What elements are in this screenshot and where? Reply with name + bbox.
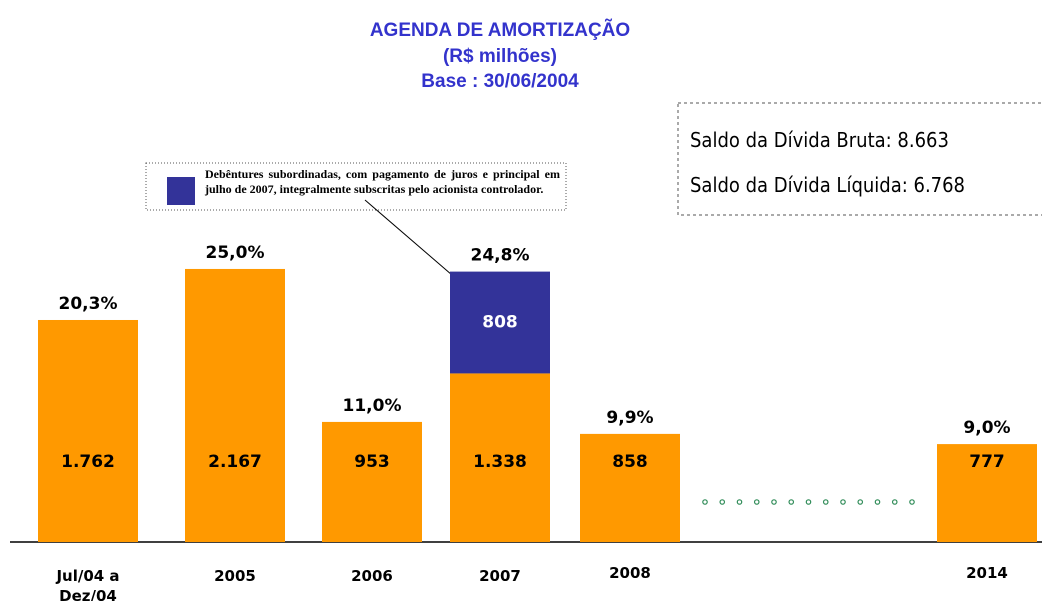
value-label: 777 bbox=[969, 452, 1005, 472]
x-tick-label: 2007 bbox=[479, 567, 521, 585]
x-tick-label: 2008 bbox=[609, 564, 651, 582]
value-label: 1.338 bbox=[473, 452, 527, 472]
share-label: 24,8% bbox=[471, 246, 530, 266]
dot bbox=[840, 499, 846, 505]
share-label: 20,3% bbox=[59, 294, 118, 314]
bar bbox=[450, 373, 550, 542]
value-label: 808 bbox=[482, 313, 518, 333]
chart-subtitle: (R$ milhões) bbox=[442, 46, 558, 67]
annotation: Saldo da Dívida Líquida: 6.768 bbox=[690, 173, 965, 197]
dot bbox=[771, 499, 777, 505]
x-tick-label: 2005 bbox=[214, 567, 256, 585]
dot bbox=[857, 499, 864, 505]
legend-box bbox=[145, 162, 567, 211]
share-label: 25,0% bbox=[206, 243, 265, 263]
bar bbox=[450, 271, 550, 374]
value-label: 953 bbox=[354, 452, 390, 472]
value-label: 1.762 bbox=[61, 452, 115, 472]
dot bbox=[822, 499, 829, 505]
info-box bbox=[677, 102, 1042, 216]
dot bbox=[805, 499, 812, 505]
dot bbox=[874, 499, 881, 505]
legend-swatch bbox=[167, 177, 195, 205]
bar bbox=[322, 421, 422, 542]
bar bbox=[38, 319, 138, 542]
value-label: 858 bbox=[612, 452, 648, 472]
gap-dots bbox=[702, 499, 915, 505]
dot bbox=[891, 499, 898, 505]
dot bbox=[702, 499, 708, 505]
legend-label: Debêntures subordinadas, com pagamento d… bbox=[205, 167, 560, 196]
value-label: 2.167 bbox=[208, 452, 262, 472]
bar bbox=[185, 268, 285, 542]
chart-title: AGENDA DE AMORTIZAÇÃO bbox=[369, 20, 631, 41]
dot bbox=[719, 499, 726, 505]
annotation: Saldo da Dívida Bruta: 8.663 bbox=[690, 128, 949, 152]
dot bbox=[753, 499, 760, 505]
dot bbox=[788, 499, 795, 505]
dot bbox=[909, 499, 915, 505]
x-tick-label: 2006 bbox=[351, 567, 393, 585]
leader-line bbox=[364, 199, 453, 276]
bar bbox=[937, 444, 1037, 542]
x-tick-label: 2014 bbox=[966, 564, 1008, 582]
chart-subtitle: Base : 30/06/2004 bbox=[421, 71, 579, 92]
dot bbox=[736, 499, 743, 505]
x-tick-label: Jul/04 a Dez/04 bbox=[56, 567, 120, 601]
bar bbox=[580, 433, 680, 542]
share-label: 9,9% bbox=[606, 408, 653, 428]
share-label: 9,0% bbox=[963, 418, 1010, 438]
share-label: 11,0% bbox=[343, 396, 402, 416]
